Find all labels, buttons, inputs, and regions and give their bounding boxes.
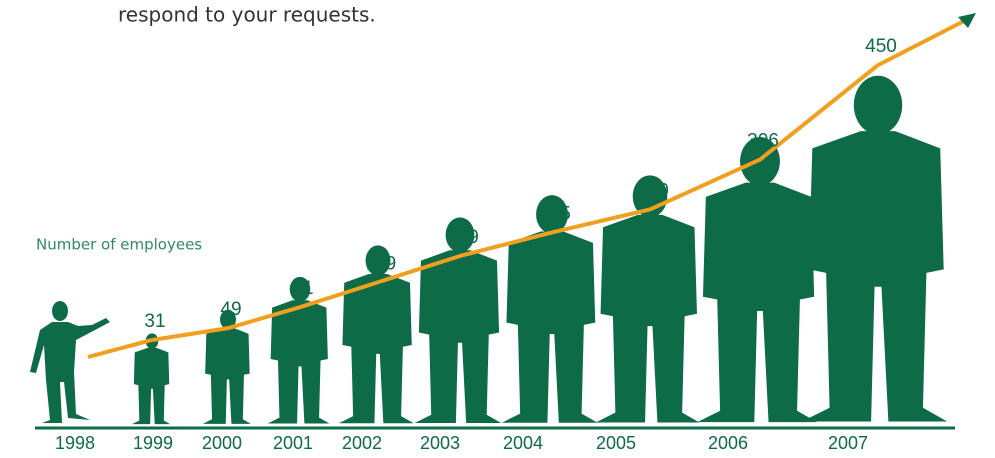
year-label: 2000: [202, 433, 242, 453]
presenter-figure: [30, 301, 110, 423]
year-label: 2002: [342, 433, 382, 453]
figure-body: [802, 131, 947, 421]
employee-figure: [132, 333, 170, 424]
year-label: 1998: [55, 433, 95, 453]
employee-figure: [596, 175, 700, 422]
year-label: 2006: [708, 433, 748, 453]
figure-body: [502, 232, 598, 423]
year-label: 2004: [503, 433, 543, 453]
figure-body: [268, 300, 330, 423]
value-label: 306: [747, 131, 779, 152]
figure-head: [854, 76, 902, 135]
figure-body: [339, 274, 414, 423]
figure-body: [697, 183, 817, 423]
value-label: 81: [292, 278, 313, 299]
value-label: 31: [144, 311, 165, 332]
value-label: 195: [539, 203, 571, 224]
figure-body: [203, 328, 251, 424]
value-label: 119: [366, 253, 396, 274]
employee-figure: [802, 76, 947, 422]
year-label: 1999: [133, 433, 173, 453]
value-label: 450: [865, 36, 897, 57]
figure-body: [596, 215, 700, 423]
value-label: 49: [220, 299, 241, 320]
employee-figure: [502, 195, 598, 423]
figure-body: [415, 250, 501, 423]
year-label: 2001: [273, 433, 313, 453]
value-label: 159: [447, 227, 479, 248]
year-label: 2003: [420, 433, 460, 453]
figure-body: [132, 348, 170, 424]
year-label: 2005: [596, 433, 636, 453]
value-label: 230: [637, 180, 669, 201]
intro-text: respond to your requests.: [118, 3, 376, 27]
chart: respond to your requests. Number of empl…: [0, 0, 995, 458]
year-label: 2007: [828, 433, 868, 453]
chart-label: Number of employees: [36, 236, 202, 254]
